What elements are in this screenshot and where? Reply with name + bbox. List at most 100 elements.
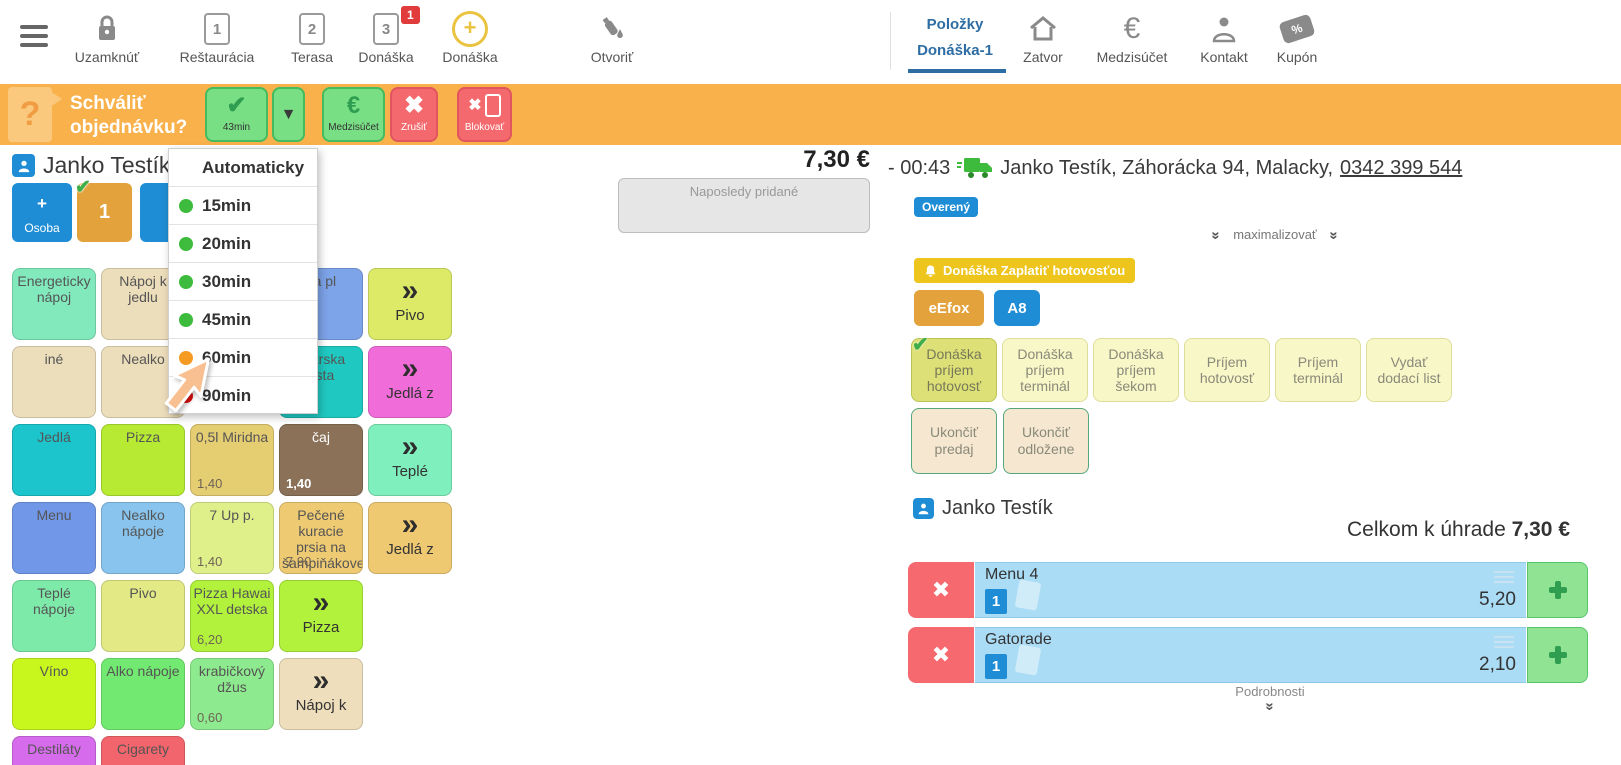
guest-count-button[interactable]: ✔ 1 [75, 177, 132, 242]
tab-polozky-donaska[interactable]: Položky Donáška-1 [905, 12, 1005, 64]
percent-glyph: % [1278, 13, 1316, 45]
restaurant-view-button[interactable]: 1 Reštaurácia [172, 12, 262, 65]
payment-button-donáška-príjem-šekom[interactable]: Donáška príjem šekom [1093, 338, 1179, 402]
grid-button-destiláty[interactable]: Destiláty [12, 736, 96, 765]
grid-button-price: 1,40 [197, 476, 223, 491]
last-added-label: Naposledy pridané [689, 184, 799, 199]
grid-button-nealko-nápoje[interactable]: Nealko nápoje [101, 502, 185, 574]
chevron-right-icon: » [401, 352, 419, 385]
payment-button-donáška-príjem-hotovosť[interactable]: Donáška príjem hotovosť ✔ [911, 335, 997, 402]
grid-button-iné[interactable]: iné [12, 346, 96, 418]
dropdown-item-label: 45min [202, 309, 252, 329]
chevron-right-icon: » [312, 664, 330, 697]
payment-button-príjem-hotovosť[interactable]: Príjem hotovosť [1184, 338, 1270, 402]
finish-button-ukončiť-predaj[interactable]: Ukončiť predaj [911, 408, 997, 474]
grid-button-price: 0,60 [197, 710, 223, 725]
dropdown-item-label: 60min [202, 347, 252, 367]
details-label: Podrobnosti [1235, 684, 1305, 699]
menu-icon[interactable] [20, 25, 48, 47]
grid-button-price: 1,40 [286, 476, 312, 491]
grid-button-pizza-hawai-xxl-detska[interactable]: Pizza Hawai XXL detska 6,20 [190, 580, 274, 652]
grid-button-jedlá-z[interactable]: » Jedlá z [368, 502, 452, 574]
dropdown-item-30min[interactable]: 30min [169, 263, 317, 301]
grid-button-label: Nealko [121, 351, 165, 367]
grid-button-label: Pivo [129, 585, 157, 601]
grid-button-pizza[interactable]: Pizza [101, 424, 185, 496]
coupon-button[interactable]: % Kupón [1252, 12, 1342, 65]
cancel-order-button[interactable]: ✖ Zrušiť [390, 87, 438, 142]
lock-button[interactable]: Uzamknúť [62, 12, 152, 65]
grid-button-víno[interactable]: Víno [12, 658, 96, 730]
dropdown-item-60min[interactable]: 60min [169, 339, 317, 377]
euro-icon: € [1077, 12, 1187, 46]
approve-time-caret-button[interactable]: ▼ [272, 87, 305, 142]
add-item-button[interactable] [1527, 562, 1588, 618]
grid-button-energeticky-nápoj[interactable]: Energeticky nápoj [12, 268, 96, 340]
square-number: 1 [204, 13, 230, 45]
tb-label: Medzisúčet [1096, 49, 1168, 65]
order-row-body[interactable]: Gatorade 1 2,10 [975, 627, 1526, 683]
grid-button-0-5l-miridna[interactable]: 0,5l Miridna 1,40 [190, 424, 274, 496]
grid-button-pivo[interactable]: » Pivo [368, 268, 452, 340]
grid-button-7-up-p-[interactable]: 7 Up p. 1,40 [190, 502, 274, 574]
remove-item-button[interactable]: ✖ [908, 562, 974, 618]
close-table-button[interactable]: Zatvor [998, 12, 1088, 65]
drag-handle-icon[interactable] [1494, 571, 1514, 586]
finish-button-label: Ukončiť predaj [929, 424, 979, 457]
order-row-body[interactable]: Menu 4 1 5,20 [975, 562, 1526, 618]
customer-phone-link[interactable]: 0342 399 544 [1340, 156, 1463, 179]
subtotal-nav-button[interactable]: € Medzisúčet [1077, 12, 1187, 65]
grid-button-pivo[interactable]: Pivo [101, 580, 185, 652]
new-delivery-button[interactable]: + Donáška [425, 11, 515, 65]
grid-button-jedlá[interactable]: Jedlá [12, 424, 96, 496]
dropdown-item-15min[interactable]: 15min [169, 187, 317, 225]
remove-item-button[interactable]: ✖ [908, 627, 974, 683]
tb-label: Donáška [358, 49, 414, 65]
add-item-button[interactable] [1527, 627, 1588, 683]
details-expand-toggle[interactable]: » [930, 697, 1610, 715]
payment-note-badge: Donáška Zaplatiť hotovosťou [914, 258, 1136, 283]
payment-button-vydať-dodací-list[interactable]: Vydať dodací list [1366, 338, 1452, 402]
payment-button-donáška-príjem-terminál[interactable]: Donáška príjem terminál [1002, 338, 1088, 402]
contact-button[interactable]: Kontakt [1179, 12, 1269, 65]
time-status-dot [179, 236, 193, 251]
banner-subtotal-button[interactable]: € Medzisúčet [322, 87, 385, 142]
drag-handle-icon[interactable] [1494, 636, 1514, 651]
grid-button-teplé[interactable]: » Teplé [368, 424, 452, 496]
grid-button-alko-nápoje[interactable]: Alko nápoje [101, 658, 185, 730]
person-icon [913, 498, 934, 519]
payment-button-príjem-terminál[interactable]: Príjem terminál [1275, 338, 1361, 402]
terrace-view-button[interactable]: 2 Terasa [267, 12, 357, 65]
approve-order-button[interactable]: ✔ 43min [205, 87, 268, 142]
a8-button[interactable]: A8 [994, 290, 1040, 326]
grid-button-krabičkový-džus[interactable]: krabičkový džus 0,60 [190, 658, 274, 730]
tb-label: Reštaurácia [179, 49, 255, 65]
grid-button-jedlá-z[interactable]: » Jedlá z [368, 346, 452, 418]
grid-button-čaj[interactable]: čaj 1,40 [279, 424, 363, 496]
grid-button-pizza[interactable]: » Pizza [279, 580, 363, 652]
open-button[interactable]: Otvoriť [567, 12, 657, 65]
add-person-button[interactable]: + Osoba [12, 183, 72, 242]
delivery-view-button[interactable]: 1 3 Donáška [341, 6, 431, 65]
approve-time-dropdown: Automaticky 15min 20min 30min 45min 60min 90mi… [168, 148, 318, 414]
grid-button-nápoj-k[interactable]: » Nápoj k [279, 658, 363, 730]
numbered-square-icon: 3 [341, 12, 431, 46]
maximize-toggle[interactable]: » maximalizovať » [950, 226, 1600, 243]
plus-glyph: + [452, 11, 488, 47]
grid-button-menu[interactable]: Menu [12, 502, 96, 574]
grid-button-pečené-kuracie-prsia-na-šampiňákovej[interactable]: Pečené kuracie prsia na šampiňákovej 7,90 [279, 502, 363, 574]
grid-button-label: Pivo [395, 307, 425, 324]
total-line: Celkom k úhrade 7,30 € [908, 518, 1570, 542]
person-icon [12, 154, 35, 177]
block-customer-button[interactable]: ✖ Blokovať [457, 87, 512, 142]
bottle-icon [567, 12, 657, 46]
grid-button-teplé-nápoje[interactable]: Teplé nápoje [12, 580, 96, 652]
dropdown-item-20min[interactable]: 20min [169, 225, 317, 263]
dropdown-item-45min[interactable]: 45min [169, 301, 317, 339]
last-added-box[interactable]: Naposledy pridané [618, 178, 870, 233]
efox-button[interactable]: eEfox [914, 290, 984, 326]
finish-button-ukončiť-odložene[interactable]: Ukončiť odložene [1003, 408, 1089, 474]
grid-button-label: Pečené kuracie prsia na šampiňákovej [282, 507, 363, 571]
dropdown-item-automaticky[interactable]: Automaticky [169, 149, 317, 187]
grid-button-cigarety[interactable]: Cigarety [101, 736, 185, 765]
